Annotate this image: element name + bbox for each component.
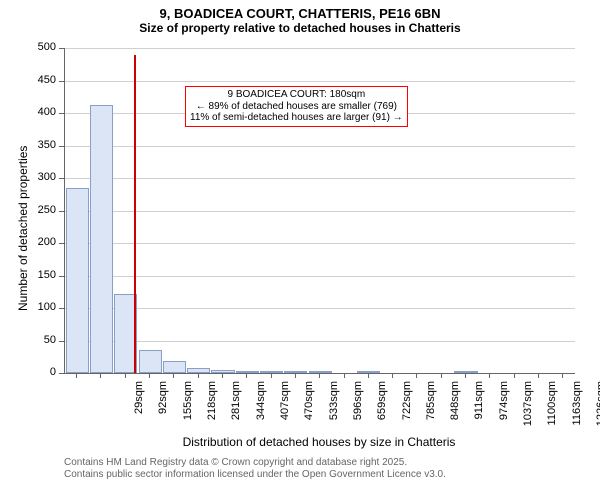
x-tick-label: 974sqm: [498, 381, 510, 441]
x-tick-label: 1037sqm: [522, 381, 534, 441]
y-tick: [59, 276, 64, 277]
footer-attribution: Contains HM Land Registry data © Crown c…: [64, 457, 446, 481]
y-tick-label: 250: [0, 204, 56, 216]
y-tick: [59, 146, 64, 147]
y-tick-label: 500: [0, 41, 56, 53]
x-tick: [125, 373, 126, 378]
x-tick-label: 596sqm: [352, 381, 364, 441]
x-tick: [489, 373, 490, 378]
histogram-bar: [90, 105, 113, 373]
x-tick: [246, 373, 247, 378]
histogram-bar: [163, 361, 186, 373]
y-tick: [59, 48, 64, 49]
x-tick: [76, 373, 77, 378]
x-tick: [173, 373, 174, 378]
x-tick-label: 911sqm: [473, 381, 485, 441]
annotation-line2: ← 89% of detached houses are smaller (76…: [190, 101, 403, 113]
y-tick: [59, 373, 64, 374]
x-tick-label: 155sqm: [182, 381, 194, 441]
y-tick: [59, 81, 64, 82]
x-tick-label: 659sqm: [376, 381, 388, 441]
x-tick-label: 1100sqm: [546, 381, 558, 441]
x-tick: [198, 373, 199, 378]
y-tick: [59, 211, 64, 212]
y-tick: [59, 341, 64, 342]
x-tick-label: 470sqm: [303, 381, 315, 441]
annotation-line1: 9 BOADICEA COURT: 180sqm: [190, 89, 403, 101]
y-tick: [59, 243, 64, 244]
y-tick-label: 150: [0, 269, 56, 281]
title-block: 9, BOADICEA COURT, CHATTERIS, PE16 6BN S…: [0, 0, 600, 35]
gridline-h: [65, 211, 575, 212]
x-tick-label: 722sqm: [401, 381, 413, 441]
x-tick-label: 281sqm: [230, 381, 242, 441]
gridline-h: [65, 308, 575, 309]
y-tick-label: 350: [0, 139, 56, 151]
x-tick: [392, 373, 393, 378]
annotation-box: 9 BOADICEA COURT: 180sqm← 89% of detache…: [185, 86, 408, 127]
gridline-h: [65, 81, 575, 82]
y-tick-label: 100: [0, 301, 56, 313]
x-tick-label: 92sqm: [157, 381, 169, 441]
histogram-bar: [139, 350, 162, 373]
histogram-bar: [66, 188, 89, 373]
y-tick: [59, 308, 64, 309]
gridline-h: [65, 146, 575, 147]
x-tick-label: 1226sqm: [595, 381, 600, 441]
gridline-h: [65, 178, 575, 179]
subject-marker-line: [134, 55, 136, 374]
x-tick-label: 218sqm: [206, 381, 218, 441]
y-tick-label: 200: [0, 236, 56, 248]
y-tick-label: 0: [0, 366, 56, 378]
plot-area: 9 BOADICEA COURT: 180sqm← 89% of detache…: [64, 48, 575, 374]
x-tick-label: 785sqm: [425, 381, 437, 441]
x-tick: [562, 373, 563, 378]
x-tick: [441, 373, 442, 378]
x-tick: [100, 373, 101, 378]
x-tick: [465, 373, 466, 378]
x-tick: [295, 373, 296, 378]
x-tick: [368, 373, 369, 378]
x-tick: [149, 373, 150, 378]
annotation-line3: 11% of semi-detached houses are larger (…: [190, 112, 403, 124]
gridline-h: [65, 276, 575, 277]
x-tick-label: 533sqm: [328, 381, 340, 441]
gridline-h: [65, 48, 575, 49]
gridline-h: [65, 341, 575, 342]
x-tick: [271, 373, 272, 378]
chart-title-line1: 9, BOADICEA COURT, CHATTERIS, PE16 6BN: [0, 6, 600, 21]
x-tick-label: 1163sqm: [571, 381, 583, 441]
gridline-h: [65, 243, 575, 244]
x-tick-label: 29sqm: [133, 381, 145, 441]
y-tick-label: 400: [0, 106, 56, 118]
x-tick: [514, 373, 515, 378]
footer-line1: Contains HM Land Registry data © Crown c…: [64, 457, 446, 469]
chart-container: 9, BOADICEA COURT, CHATTERIS, PE16 6BN S…: [0, 0, 600, 500]
y-tick-label: 450: [0, 74, 56, 86]
y-tick-label: 300: [0, 171, 56, 183]
x-tick-label: 407sqm: [279, 381, 291, 441]
x-tick: [538, 373, 539, 378]
y-tick: [59, 178, 64, 179]
y-tick: [59, 113, 64, 114]
x-tick: [319, 373, 320, 378]
x-tick-label: 848sqm: [449, 381, 461, 441]
y-axis-title: Number of detached properties: [16, 145, 30, 310]
x-tick: [416, 373, 417, 378]
x-tick: [344, 373, 345, 378]
footer-line2: Contains public sector information licen…: [64, 469, 446, 481]
chart-title-line2: Size of property relative to detached ho…: [0, 21, 600, 35]
x-tick: [222, 373, 223, 378]
y-tick-label: 50: [0, 334, 56, 346]
x-tick-label: 344sqm: [255, 381, 267, 441]
